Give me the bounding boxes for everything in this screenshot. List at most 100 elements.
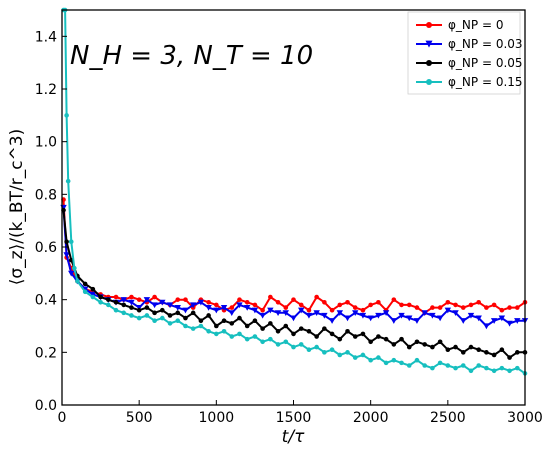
data-point [383,336,389,342]
data-point [291,331,296,337]
data-point [298,302,304,308]
data-point [68,239,74,245]
data-point [244,336,250,342]
legend-marker [426,60,432,66]
data-point [514,318,521,324]
data-point [72,265,77,271]
data-point [175,310,181,316]
data-point [445,363,451,368]
data-point [214,323,219,329]
data-point [475,315,482,322]
legend-marker [425,40,433,48]
y-tick-label: 0.6 [35,240,57,256]
data-point [237,331,242,337]
data-point [336,310,343,317]
x-tick-label: 1000 [199,410,235,426]
data-point [183,315,188,321]
data-point [183,297,188,302]
data-point [65,178,71,184]
data-point [274,310,282,317]
data-point [198,323,204,329]
data-point [190,310,196,316]
data-point [298,326,304,331]
series-layer [60,7,529,376]
y-tick-label: 0.8 [35,187,57,203]
data-point [113,300,119,305]
data-point [129,305,134,310]
data-point [460,318,467,324]
data-point [329,307,335,313]
data-point [275,328,281,334]
data-point [268,321,273,326]
data-point [368,357,373,363]
data-point [382,310,390,317]
data-point [460,305,466,310]
legend-item: φ_NP = 0.03 [416,37,523,51]
data-point [345,328,350,334]
data-point [229,321,235,326]
data-point [467,312,475,319]
data-point [484,350,489,355]
data-point [498,315,506,322]
data-point [128,299,135,306]
data-point [236,302,243,309]
data-point [429,312,436,319]
data-point [213,307,220,314]
data-point [98,300,103,305]
data-point [268,294,273,300]
data-point [260,326,265,331]
data-point [322,326,327,331]
data-point [322,350,327,355]
data-point [135,304,143,311]
data-point [198,318,204,324]
data-point [514,365,520,371]
data-point [298,307,305,314]
chart-annotation: N_H = 3, N_T = 10 [70,41,313,71]
data-point [484,365,489,371]
data-point [437,305,443,310]
data-point [244,323,250,329]
data-point [306,328,312,334]
data-point [499,365,505,371]
data-point [452,310,459,317]
data-point [205,304,212,311]
data-point [468,344,474,350]
data-point [398,312,405,319]
data-point [144,305,150,310]
data-point [298,342,304,347]
legend-label: φ_NP = 0.03 [448,37,523,51]
data-point [406,344,412,350]
data-point [422,363,427,368]
x-tick-label: 1500 [276,410,312,426]
data-point [136,315,142,321]
data-point [305,312,313,319]
data-point [68,270,75,277]
data-point [89,291,97,298]
y-tick-label: 1.0 [35,135,57,151]
data-point [283,339,289,345]
data-point [499,307,505,313]
data-point [399,336,404,342]
data-point [491,302,497,308]
legend-label: φ_NP = 0.15 [448,75,523,89]
data-point [460,363,466,368]
data-point [275,300,281,305]
data-point [129,294,134,300]
x-axis-label: t/τ [282,427,305,447]
data-point [206,313,211,318]
data-point [337,336,343,342]
data-point [313,310,320,317]
data-point [167,313,173,318]
data-point [160,307,165,313]
data-point [430,365,435,371]
data-point [445,300,451,305]
data-point [421,310,428,317]
data-point [252,334,258,339]
data-point [391,342,397,347]
data-point [252,302,258,308]
x-tick-label: 3000 [507,410,543,426]
data-point [189,302,197,309]
data-point [453,302,458,308]
data-point [337,352,343,358]
data-point [64,113,69,118]
